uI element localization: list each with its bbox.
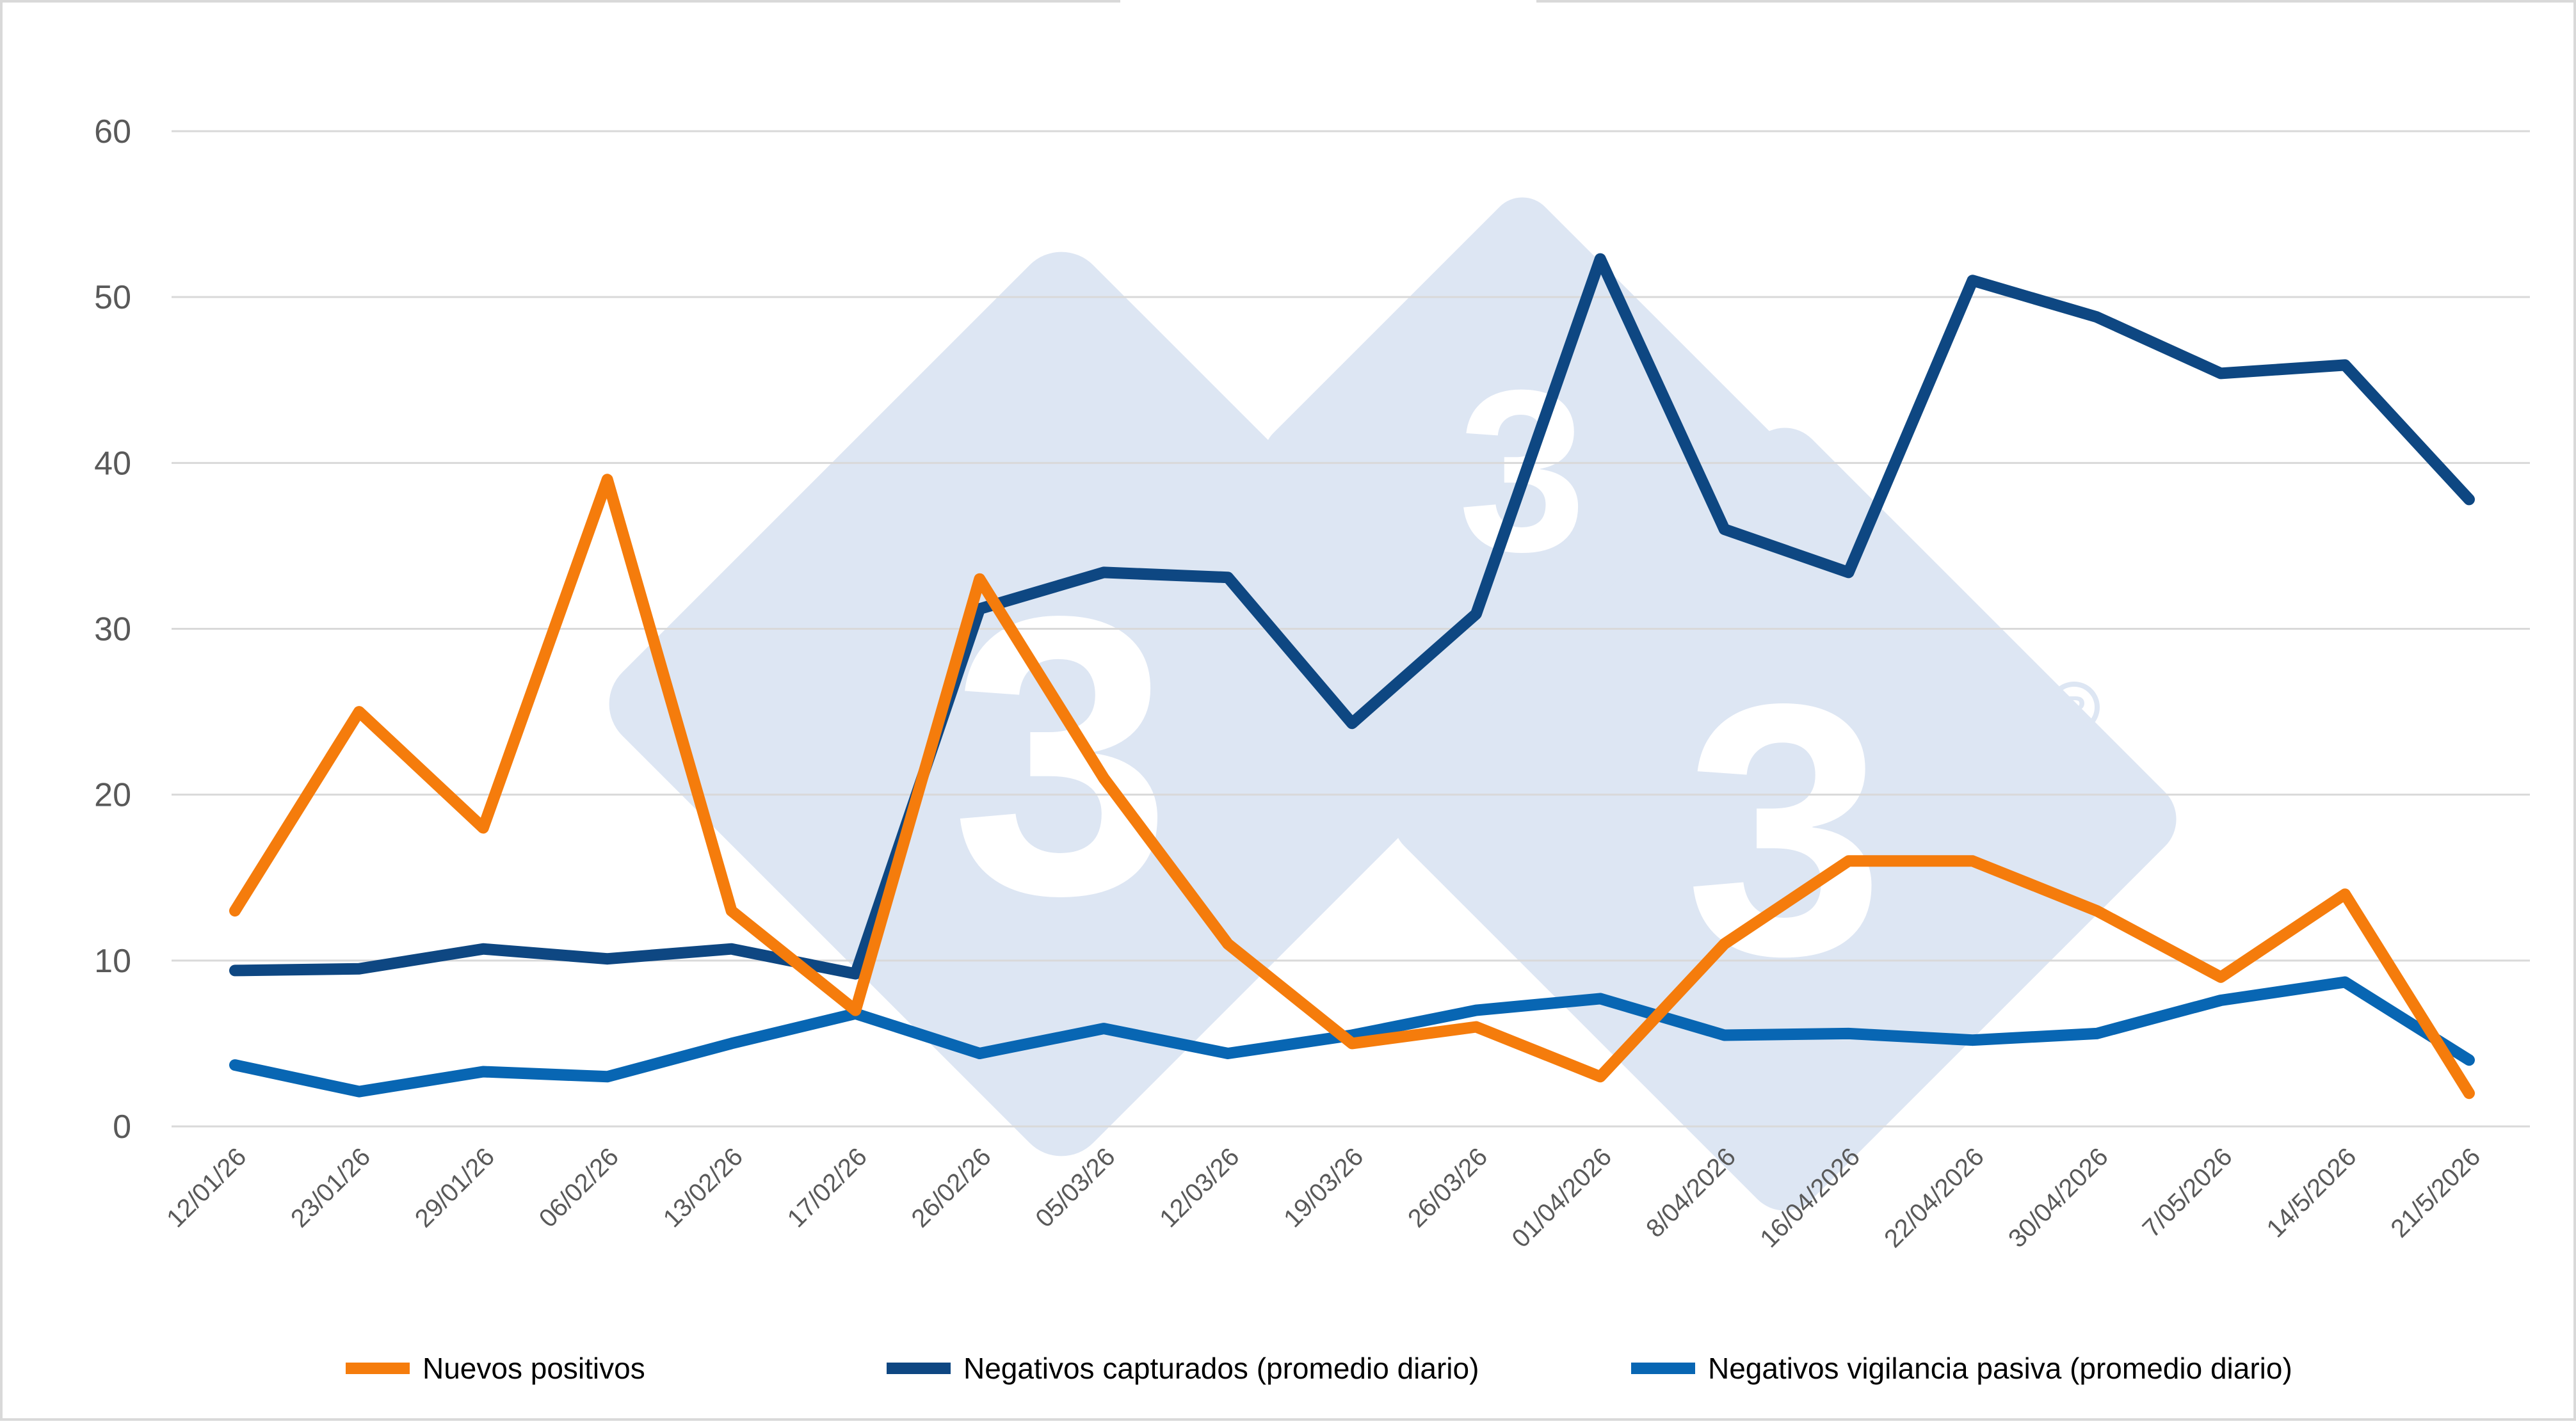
y-tick-label: 0 — [113, 1108, 131, 1146]
watermark-digit-large: 3 — [951, 534, 1172, 977]
x-tick-label: 12/01/26 — [161, 1142, 252, 1233]
x-tick-label: 7/05/2026 — [2137, 1142, 2238, 1243]
registered-mark-icon — [2049, 682, 2100, 733]
series-line-2 — [229, 253, 2475, 980]
x-tick-label: 06/02/26 — [534, 1142, 624, 1233]
y-tick-label: 50 — [94, 279, 131, 316]
registered-mark-letter: R — [2062, 690, 2086, 727]
legend-label-3: Negativos vigilancia pasiva (promedio di… — [1708, 1352, 2292, 1385]
x-tick-label: 26/02/26 — [906, 1142, 996, 1233]
series-line-3 — [229, 976, 2475, 1098]
y-tick-label: 40 — [94, 445, 131, 482]
series-line-1 — [229, 474, 2475, 1100]
x-tick-label: 29/01/26 — [410, 1142, 500, 1233]
y-tick-label: 10 — [94, 943, 131, 980]
legend: Nuevos positivos Negativos capturados (pr… — [346, 1352, 2292, 1385]
x-tick-label: 30/04/2026 — [2003, 1142, 2114, 1253]
y-tick-label: 30 — [94, 611, 131, 648]
x-tick-label: 01/04/2026 — [1506, 1142, 1617, 1253]
x-tick-label: 8/04/2026 — [1641, 1142, 1741, 1243]
legend-label-1: Nuevos positivos — [423, 1352, 645, 1385]
x-tick-label: 19/03/26 — [1278, 1142, 1369, 1233]
x-tick-label: 17/02/26 — [782, 1142, 873, 1233]
x-tick-label: 23/01/26 — [286, 1142, 376, 1233]
y-axis-labels: 0 10 20 30 40 50 60 — [94, 113, 131, 1146]
y-tick-label: 20 — [94, 777, 131, 814]
x-tick-label: 12/03/26 — [1154, 1142, 1244, 1233]
legend-label-2: Negativos capturados (promedio diario) — [963, 1352, 1479, 1385]
x-tick-label: 14/5/2026 — [2262, 1142, 2362, 1243]
x-tick-label: 21/5/2026 — [2385, 1142, 2486, 1243]
x-tick-label: 05/03/26 — [1030, 1142, 1120, 1233]
watermark-diamond-medium — [1393, 428, 2177, 1211]
y-tick-label: 60 — [94, 113, 131, 150]
frame-top-gap — [1120, 0, 1536, 4]
x-axis-labels: 12/01/26 23/01/26 29/01/26 06/02/26 13/02/26… — [161, 1142, 2486, 1253]
x-tick-label: 22/04/2026 — [1879, 1142, 1990, 1253]
x-tick-label: 26/03/26 — [1403, 1142, 1493, 1233]
watermark-logo: 3 3 3 R — [609, 197, 2177, 1211]
x-tick-label: 13/02/26 — [658, 1142, 748, 1233]
data-series — [229, 253, 2475, 1100]
watermark-digit-medium: 3 — [1685, 629, 1884, 1030]
gridlines — [172, 130, 2530, 1128]
